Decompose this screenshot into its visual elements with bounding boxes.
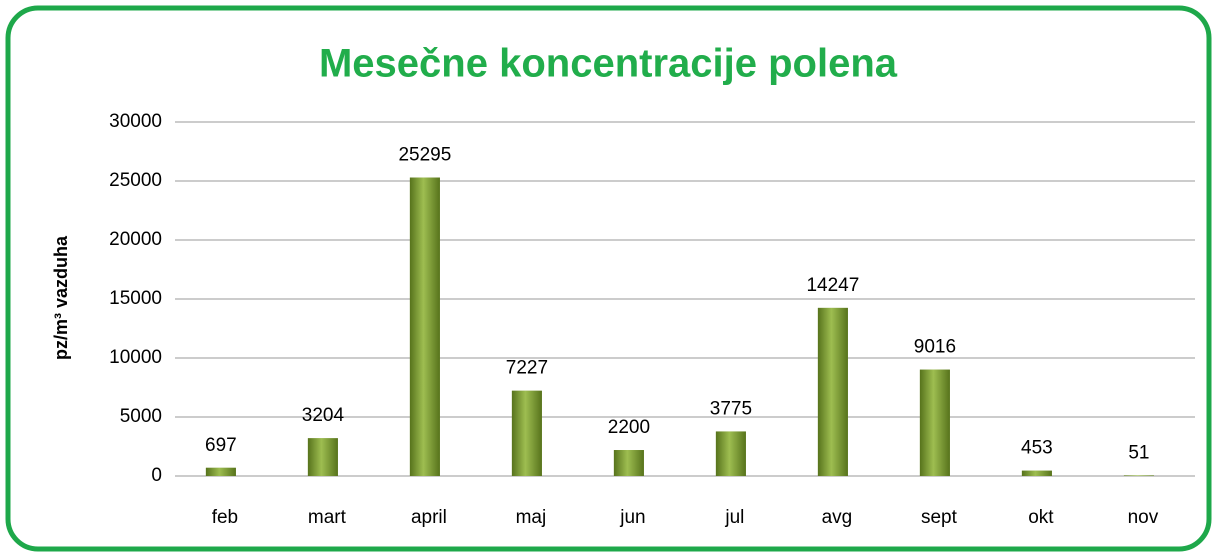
x-tick-label: avg xyxy=(822,507,853,528)
bar-shade xyxy=(1021,470,1052,476)
y-tick-label: 10000 xyxy=(109,347,162,368)
x-tick-label: maj xyxy=(516,507,547,528)
bar-shade xyxy=(817,307,848,476)
bar-shade xyxy=(205,467,236,476)
bar-shade xyxy=(1123,475,1154,476)
y-tick-label: 20000 xyxy=(109,229,162,250)
value-label: 25295 xyxy=(398,145,451,166)
value-label: 2200 xyxy=(608,417,650,438)
x-tick-label: sept xyxy=(921,507,958,528)
y-tick-label: 30000 xyxy=(109,111,162,132)
x-tick-label: feb xyxy=(212,507,238,528)
value-label: 3775 xyxy=(710,398,752,419)
value-label: 697 xyxy=(205,435,237,456)
value-label: 51 xyxy=(1128,442,1149,463)
value-label: 7227 xyxy=(506,358,548,379)
bar-shade xyxy=(613,450,644,476)
chart-title: Mesečne koncentracije polena xyxy=(319,42,898,86)
bar-shade xyxy=(715,431,746,476)
x-tick-label: mart xyxy=(308,507,347,528)
x-tick-label: okt xyxy=(1028,507,1054,528)
x-tick-label: jul xyxy=(724,507,744,528)
frame xyxy=(5,5,1212,552)
value-label: 3204 xyxy=(302,405,345,426)
y-axis-label: pz/m³ vazduha xyxy=(51,235,71,360)
value-label: 14247 xyxy=(806,275,859,296)
y-tick-label: 5000 xyxy=(120,406,162,427)
x-tick-label: nov xyxy=(1128,507,1159,528)
bar-shade xyxy=(307,438,338,476)
value-label: 453 xyxy=(1021,438,1053,459)
x-tick-label: jun xyxy=(619,507,645,528)
bar-shade xyxy=(919,369,950,476)
value-label: 9016 xyxy=(914,337,956,358)
x-tick-label: april xyxy=(411,507,447,528)
y-tick-label: 15000 xyxy=(109,288,162,309)
bar-shade xyxy=(409,177,440,477)
bar-shade xyxy=(511,390,542,476)
y-tick-label: 0 xyxy=(151,465,162,486)
y-tick-label: 25000 xyxy=(109,170,162,191)
